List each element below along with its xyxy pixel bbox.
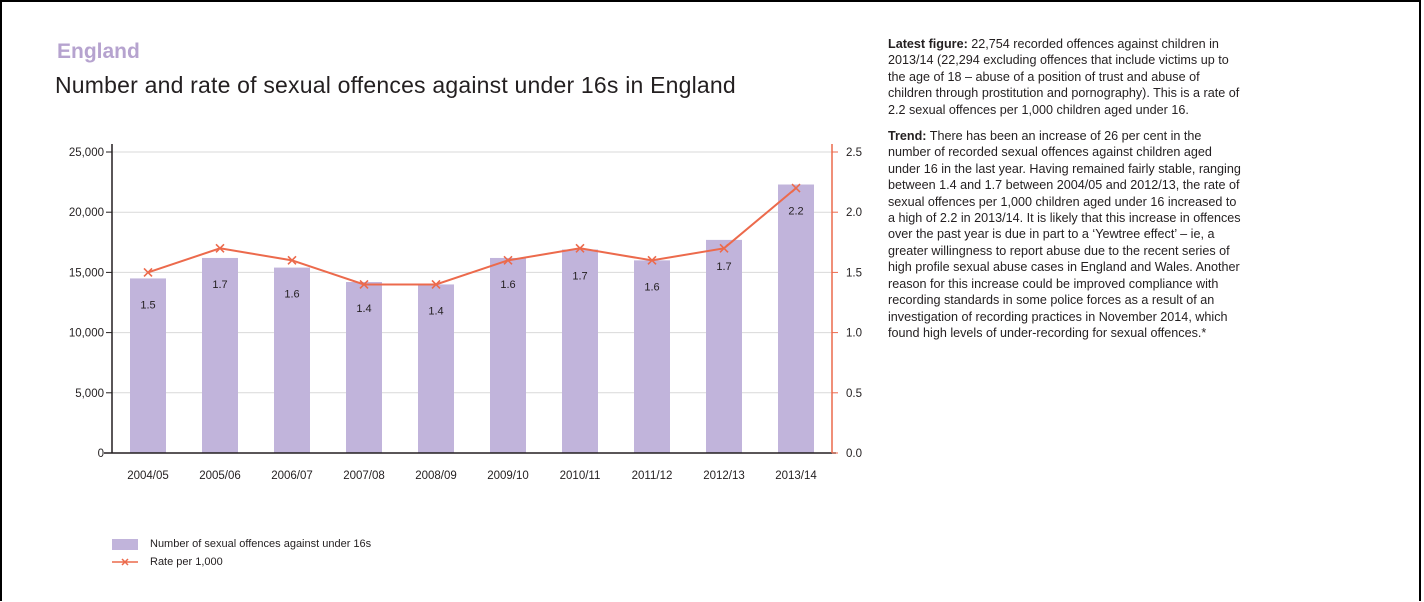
data-label: 1.6 bbox=[644, 281, 659, 293]
x-tick-label: 2008/09 bbox=[415, 470, 457, 482]
legend-bar-swatch bbox=[112, 538, 138, 550]
right-tick-label: 2.0 bbox=[846, 207, 862, 219]
right-tick-label: 2.5 bbox=[846, 147, 862, 159]
x-tick-label: 2004/05 bbox=[127, 470, 169, 482]
chart: 0 5,000 10,000 15,000 20,000 25,000 0.0 0.5 1.0 1… bbox=[69, 144, 862, 482]
rate-point bbox=[791, 183, 801, 193]
x-tick-label: 2011/12 bbox=[632, 470, 673, 482]
data-label: 1.4 bbox=[356, 303, 371, 315]
latest-figure-text: 22,754 recorded offences against childre… bbox=[888, 37, 1240, 117]
legend-item-line: Rate per 1,000 bbox=[112, 553, 371, 571]
bar bbox=[274, 267, 310, 453]
legend-bars-label: Number of sexual offences against under … bbox=[150, 538, 372, 550]
rate-point bbox=[431, 279, 441, 290]
bar bbox=[130, 278, 166, 453]
left-tick-label: 10,000 bbox=[69, 328, 104, 340]
rate-line bbox=[147, 187, 797, 286]
right-tick-label: 1.5 bbox=[846, 267, 862, 279]
data-label: 1.5 bbox=[140, 299, 155, 311]
left-tick-label: 15,000 bbox=[69, 267, 104, 279]
region-heading: England bbox=[57, 40, 140, 63]
left-tick-label: 5,000 bbox=[75, 388, 104, 400]
bar bbox=[490, 257, 526, 453]
data-label: 1.7 bbox=[572, 271, 587, 283]
x-tick-label: 2005/06 bbox=[199, 470, 241, 482]
left-tick-label: 0 bbox=[98, 448, 104, 460]
rate-point bbox=[215, 243, 225, 253]
x-tick-label: 2012/13 bbox=[703, 470, 745, 482]
latest-figure-paragraph: Latest figure: 22,754 recorded offences … bbox=[888, 36, 1243, 118]
data-label: 1.6 bbox=[500, 279, 515, 291]
legend-item-bars: Number of sexual offences against under … bbox=[112, 535, 371, 553]
rate-point bbox=[287, 255, 297, 265]
x-tick-label: 2013/14 bbox=[775, 470, 817, 482]
x-tick-label: 2010/11 bbox=[560, 470, 601, 482]
bar bbox=[778, 184, 814, 453]
rate-point bbox=[719, 243, 729, 253]
left-tick-label: 25,000 bbox=[69, 147, 104, 159]
data-label: 1.4 bbox=[428, 305, 443, 317]
data-label: 2.2 bbox=[788, 206, 803, 218]
x-tick-label: 2006/07 bbox=[271, 470, 313, 482]
bar bbox=[562, 249, 598, 453]
legend: Number of sexual offences against under … bbox=[112, 535, 371, 571]
rate-point bbox=[359, 279, 369, 290]
x-tick-label: 2007/08 bbox=[343, 470, 385, 482]
rate-point bbox=[575, 243, 585, 253]
x-tick-label: 2009/10 bbox=[487, 470, 529, 482]
data-label: 1.6 bbox=[284, 289, 299, 301]
chart-title: Number and rate of sexual offences again… bbox=[55, 72, 736, 98]
latest-figure-label: Latest figure: bbox=[888, 37, 968, 51]
legend-line-swatch bbox=[112, 556, 138, 568]
right-tick-label: 0.0 bbox=[846, 448, 862, 460]
legend-line-label: Rate per 1,000 bbox=[150, 556, 223, 568]
right-tick-label: 1.0 bbox=[846, 328, 862, 340]
rate-point bbox=[143, 267, 153, 277]
bar bbox=[346, 282, 382, 453]
trend-paragraph: Trend: There has been an increase of 26 … bbox=[888, 128, 1243, 341]
data-label: 1.7 bbox=[716, 261, 731, 273]
bar bbox=[706, 239, 742, 453]
bar bbox=[634, 260, 670, 453]
bar bbox=[418, 284, 454, 453]
trend-label: Trend: bbox=[888, 129, 927, 144]
rate-point bbox=[647, 255, 657, 265]
right-tick-label: 0.5 bbox=[846, 388, 862, 400]
commentary: Latest figure: 22,754 recorded offences … bbox=[888, 36, 1243, 351]
rate-point bbox=[503, 255, 513, 265]
trend-text: There has been an increase of 26 per cen… bbox=[888, 129, 1241, 340]
data-label: 1.7 bbox=[212, 279, 227, 291]
left-tick-label: 20,000 bbox=[69, 207, 104, 219]
bar bbox=[202, 257, 238, 453]
